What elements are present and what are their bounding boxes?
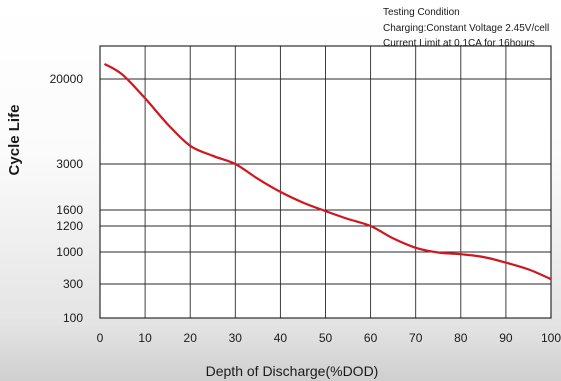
y-tick-label: 1200 xyxy=(56,219,83,233)
y-tick-label: 3000 xyxy=(56,157,83,171)
series-line xyxy=(103,62,551,281)
plot-frame xyxy=(99,45,552,319)
x-tick-label: 50 xyxy=(319,331,333,345)
x-tick-label: 90 xyxy=(499,331,513,345)
x-tick-label: 10 xyxy=(138,331,152,345)
x-tick-label: 20 xyxy=(184,331,198,345)
testing-condition-note: Current Limit at 0.1CA for 16hours xyxy=(383,38,535,49)
testing-condition-note: Testing Condition xyxy=(383,7,460,18)
x-tick-label: 40 xyxy=(274,331,288,345)
testing-condition-note: Charging:Constant Voltage 2.45V/cell xyxy=(383,23,549,34)
y-axis-label: Cycle Life xyxy=(6,105,23,176)
x-tick-label: 100 xyxy=(541,331,561,345)
y-tick-label: 1000 xyxy=(56,245,83,259)
x-tick-label: 30 xyxy=(229,331,243,345)
x-axis-label: Depth of Discharge(%DOD) xyxy=(206,363,379,379)
x-tick-label: 80 xyxy=(454,331,468,345)
y-tick-label: 1600 xyxy=(56,203,83,217)
x-tick-label: 0 xyxy=(97,331,104,345)
x-tick-label: 60 xyxy=(364,331,378,345)
y-tick-label: 20000 xyxy=(50,72,84,86)
y-tick-label: 300 xyxy=(63,277,83,291)
y-tick-label: 100 xyxy=(63,311,83,325)
x-tick-label: 70 xyxy=(409,331,423,345)
